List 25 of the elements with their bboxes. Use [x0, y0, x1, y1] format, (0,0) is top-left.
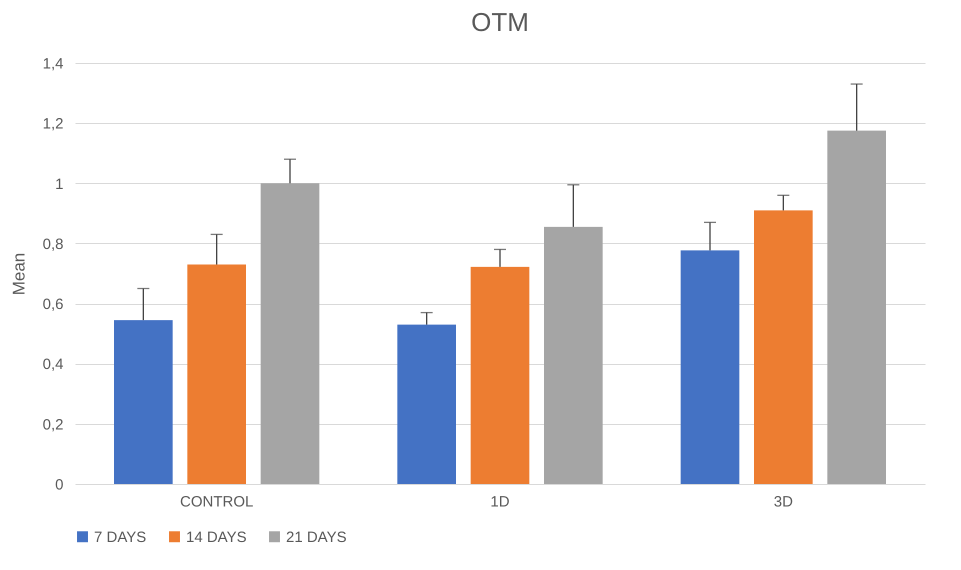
y-tick-label: 0 [55, 476, 64, 494]
y-tick-label: 0,6 [42, 296, 64, 314]
legend-label: 14 DAYS [186, 528, 247, 546]
y-tick-label: 1 [55, 176, 64, 193]
bar [187, 264, 246, 484]
bar [114, 320, 173, 484]
y-axis-title: Mean [10, 252, 29, 296]
bar [260, 183, 320, 484]
bar [544, 226, 603, 484]
y-tick-label: 0,2 [42, 416, 64, 434]
legend-label: 21 DAYS [286, 528, 347, 546]
bar [680, 250, 740, 484]
y-tick-label: 0,8 [42, 236, 64, 253]
y-tick-label: 1,2 [42, 116, 64, 133]
legend-label: 7 DAYS [94, 528, 146, 546]
bar [827, 130, 886, 484]
x-tick-label: 3D [774, 494, 794, 510]
bar [397, 324, 456, 484]
y-tick-label: 1,4 [42, 56, 64, 72]
y-tick-label: 0,4 [42, 356, 64, 374]
chart-title: OTM [471, 7, 529, 37]
x-tick-label: CONTROL [180, 494, 254, 510]
x-tick-label: 1D [490, 494, 510, 510]
bar [470, 266, 530, 484]
bar [754, 210, 813, 484]
